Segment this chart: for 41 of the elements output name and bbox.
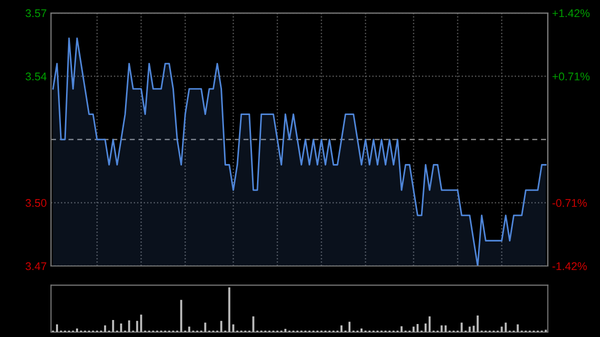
bar bbox=[504, 322, 507, 332]
bar bbox=[340, 325, 342, 332]
bar bbox=[516, 324, 519, 332]
bar bbox=[220, 320, 222, 332]
bar bbox=[76, 328, 78, 332]
bar bbox=[188, 326, 190, 332]
bar bbox=[460, 322, 463, 332]
bar bbox=[284, 328, 286, 332]
bar bbox=[400, 326, 403, 332]
y-tick-label: 3.50 bbox=[26, 199, 46, 207]
y2-tick-label: -0.71% bbox=[552, 199, 587, 207]
bar bbox=[56, 324, 58, 332]
bar bbox=[472, 326, 475, 332]
y2-tick-label: +0.71% bbox=[552, 72, 590, 80]
y2-tick-label: -1.42% bbox=[552, 262, 587, 270]
bar bbox=[468, 326, 471, 332]
bar bbox=[140, 314, 142, 332]
bar bbox=[348, 322, 350, 332]
bar bbox=[500, 326, 503, 332]
bar bbox=[180, 300, 182, 332]
bar bbox=[424, 324, 427, 332]
y-tick-label: 3.57 bbox=[26, 9, 46, 18]
bar bbox=[412, 326, 415, 332]
bar bbox=[476, 316, 479, 332]
bar bbox=[120, 324, 122, 332]
bar bbox=[204, 322, 206, 332]
bar bbox=[232, 324, 234, 332]
bar bbox=[416, 324, 419, 332]
bar bbox=[440, 325, 443, 332]
bar bbox=[360, 328, 362, 332]
y2-tick-label: +1.42% bbox=[552, 9, 590, 18]
bar bbox=[444, 325, 447, 332]
y-tick-label: 3.47 bbox=[26, 262, 46, 270]
bar bbox=[252, 316, 254, 332]
bar bbox=[428, 316, 431, 332]
bar bbox=[136, 320, 138, 332]
bar bbox=[128, 320, 130, 332]
y-tick-label: 3.54 bbox=[26, 72, 47, 80]
bar bbox=[104, 325, 106, 332]
bar bbox=[228, 287, 230, 332]
bar bbox=[112, 320, 114, 332]
